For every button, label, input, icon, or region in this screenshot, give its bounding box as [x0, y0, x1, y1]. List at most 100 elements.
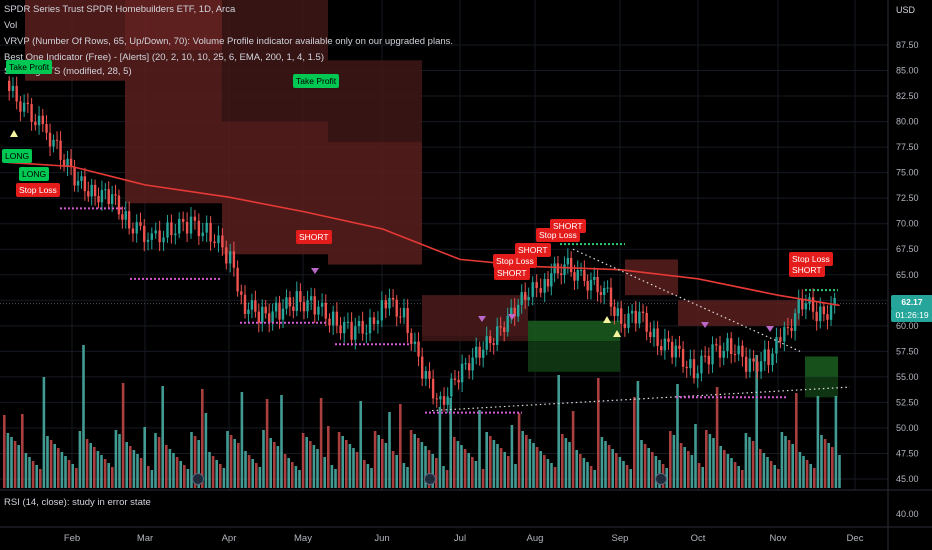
- volume-bar: [103, 459, 107, 488]
- volume-bar: [118, 434, 121, 488]
- candle-body: [69, 158, 73, 167]
- candle-body: [811, 297, 815, 312]
- volume-bar: [579, 454, 582, 488]
- volume-bar: [125, 442, 128, 488]
- candle-body: [478, 346, 481, 358]
- volume-bar: [679, 443, 683, 488]
- volume-bar: [813, 468, 816, 488]
- candle-body: [786, 327, 790, 329]
- volume-bar: [283, 454, 287, 488]
- volume-bar: [615, 453, 618, 488]
- event-marker-icon: [192, 473, 204, 485]
- candle-body: [380, 300, 384, 321]
- volume-bar: [247, 455, 251, 488]
- volume-bar: [798, 452, 802, 488]
- volume-bar: [276, 446, 280, 488]
- candle-body: [539, 288, 542, 293]
- candle-body: [201, 232, 204, 237]
- candle-body: [583, 270, 586, 282]
- volume-bar: [334, 469, 337, 488]
- volume-bar: [121, 383, 125, 488]
- volume-bar: [784, 436, 787, 488]
- currency-label: USD: [896, 5, 916, 15]
- signal-stop-loss: Stop Loss: [493, 254, 537, 268]
- volume-bar: [561, 434, 564, 488]
- candle-body: [391, 297, 395, 300]
- rsi-legend: RSI (14, close): study in error state: [4, 497, 151, 508]
- symbol-title: SPDR Series Trust SPDR Homebuilders ETF,…: [4, 4, 236, 15]
- signal-long: LONG: [19, 167, 50, 181]
- volume-bar: [96, 451, 100, 488]
- volume-bar: [532, 443, 535, 488]
- candle-body: [496, 326, 499, 345]
- volume-bar: [730, 458, 733, 488]
- volume-bar: [780, 432, 784, 488]
- candle-body: [450, 378, 453, 397]
- candle-body: [15, 85, 18, 102]
- candle-body: [482, 349, 485, 358]
- volume-bar: [694, 424, 697, 488]
- volume-bar: [193, 436, 197, 488]
- candle-body: [225, 247, 228, 264]
- price-tick-label: 52.50: [896, 397, 919, 407]
- candle-body: [73, 166, 76, 186]
- volume-bar: [244, 451, 247, 488]
- price-tick-label: 75.00: [896, 168, 919, 178]
- candle-body: [178, 218, 181, 234]
- candle-body: [442, 396, 446, 405]
- candle-body: [696, 373, 699, 379]
- candle-body: [801, 298, 804, 310]
- volume-bar: [672, 435, 676, 488]
- candle-body: [309, 296, 313, 301]
- candle-body: [652, 328, 656, 338]
- volume-bar: [355, 452, 359, 488]
- candle-body: [292, 306, 295, 311]
- candle-body: [609, 287, 613, 307]
- volume-bar: [582, 458, 586, 488]
- volume-bar: [640, 440, 643, 488]
- candle-body: [395, 299, 398, 317]
- volume-bar: [705, 430, 708, 488]
- candle-body: [543, 279, 546, 293]
- volume-bar: [607, 445, 611, 488]
- volume-bar: [226, 431, 229, 488]
- candle-body: [513, 307, 516, 317]
- volume-bar: [647, 448, 650, 488]
- volume-bar: [568, 442, 571, 488]
- signal-take-profit: Take Profit: [293, 74, 340, 88]
- volume-bar: [240, 392, 244, 488]
- volume-bar: [316, 449, 319, 488]
- candle-body: [649, 331, 652, 338]
- volume-bar: [273, 442, 276, 488]
- volume-bar: [499, 448, 503, 488]
- volume-bar: [28, 457, 31, 488]
- volume-bar: [208, 452, 211, 488]
- candle-body: [674, 345, 677, 358]
- candle-body: [410, 333, 413, 345]
- candle-body: [139, 222, 142, 226]
- volume-bar: [586, 462, 589, 488]
- volume-bar: [319, 398, 323, 488]
- candle-body: [278, 302, 281, 320]
- volume-bar: [802, 456, 805, 488]
- candle-body: [667, 338, 670, 342]
- candle-body: [154, 230, 157, 234]
- candle-body: [48, 132, 52, 147]
- signal-arrow-icon: [603, 316, 611, 323]
- volume-bar: [622, 461, 625, 488]
- candle-body: [826, 314, 829, 320]
- time-tick-label: Feb: [64, 533, 80, 544]
- volume-bar: [305, 437, 308, 488]
- volume-bar: [233, 439, 236, 488]
- volume-bar: [485, 432, 488, 488]
- volume-bar: [708, 434, 712, 488]
- signal-short: SHORT: [550, 219, 586, 233]
- volume-bar: [593, 470, 596, 488]
- volume-bar: [6, 433, 10, 488]
- volume-bar: [172, 453, 175, 488]
- candle-body: [506, 315, 509, 332]
- volume-bar: [503, 452, 506, 488]
- candle-body: [569, 258, 573, 273]
- candle-body: [460, 363, 464, 383]
